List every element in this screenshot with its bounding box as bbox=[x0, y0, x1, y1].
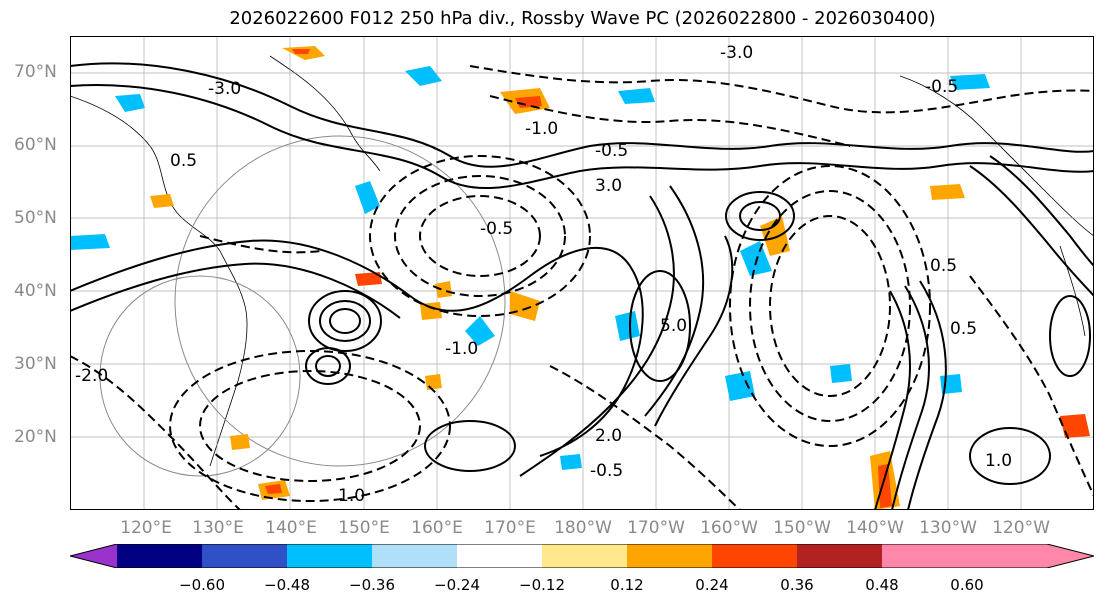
lat-label-30n: 30°N bbox=[14, 354, 57, 374]
contour-label: -0.5 bbox=[590, 461, 623, 481]
colorbar-tick-label: −0.60 bbox=[179, 576, 225, 594]
colorbar-tick-label: 0.60 bbox=[950, 576, 984, 594]
contour-label: 0.5 bbox=[170, 151, 197, 171]
contour-label: -0.5 bbox=[595, 141, 628, 161]
map-frame bbox=[70, 36, 1094, 510]
divergence-shading bbox=[70, 46, 1090, 510]
colorbar-tick-label: 0.36 bbox=[780, 576, 814, 594]
colorbar-tick-label: −0.24 bbox=[434, 576, 480, 594]
contour-label: 3.0 bbox=[595, 176, 622, 196]
colorbar-extend-max bbox=[1047, 544, 1094, 568]
range-circles bbox=[99, 135, 506, 477]
contour-label-group: -3.0 -3.0 -1.0 -0.5 -0.5 0.5 -2.0 5.0 1.… bbox=[75, 43, 1012, 506]
colorbar-extend-min bbox=[70, 544, 117, 568]
colorbar-segment bbox=[627, 544, 712, 568]
contour-label: 0.5 bbox=[930, 256, 957, 276]
colorbar-tick-label: 0.12 bbox=[610, 576, 644, 594]
contour-label: -0.5 bbox=[480, 219, 513, 239]
map-panel: -3.0 -3.0 -1.0 -0.5 -0.5 0.5 -2.0 5.0 1.… bbox=[70, 36, 1094, 510]
contour-label: 5.0 bbox=[660, 316, 687, 336]
lat-label-40n: 40°N bbox=[14, 281, 57, 301]
colorbar-segment bbox=[712, 544, 797, 568]
positive-contours bbox=[70, 62, 1094, 510]
lon-label: 170°W bbox=[627, 518, 685, 538]
colorbar-segment bbox=[967, 544, 1047, 568]
contour-label: -3.0 bbox=[720, 43, 753, 63]
lon-label: 130°W bbox=[919, 518, 977, 538]
lat-label-20n: 20°N bbox=[14, 427, 57, 447]
colorbar-tick-label: 0.48 bbox=[865, 576, 899, 594]
contour-label: -1.0 bbox=[445, 339, 478, 359]
negative-contours bbox=[70, 65, 1094, 510]
lon-label: 140°W bbox=[846, 518, 904, 538]
lon-label: 130°E bbox=[192, 518, 244, 538]
colorbar-tick-label: −0.48 bbox=[264, 576, 310, 594]
contour-label: -0.5 bbox=[925, 77, 958, 97]
contour-label: -2.0 bbox=[75, 366, 108, 386]
colorbar bbox=[70, 544, 1094, 568]
lon-label: 160°W bbox=[700, 518, 758, 538]
lon-label: 120°W bbox=[992, 518, 1050, 538]
colorbar-tick-label: 0.24 bbox=[695, 576, 729, 594]
lat-label-70n: 70°N bbox=[14, 62, 57, 82]
lon-label: 160°E bbox=[411, 518, 463, 538]
lon-label: 140°E bbox=[265, 518, 317, 538]
lon-label: 180°W bbox=[554, 518, 612, 538]
contour-label: -1.0 bbox=[525, 119, 558, 139]
lon-label: 150°W bbox=[773, 518, 831, 538]
contour-label: 0.5 bbox=[950, 319, 977, 339]
colorbar-segment bbox=[797, 544, 882, 568]
chart-title: 2026022600 F012 250 hPa div., Rossby Wav… bbox=[229, 8, 936, 29]
colorbar-segment bbox=[117, 544, 202, 568]
lon-label: 120°E bbox=[120, 518, 172, 538]
lat-label-50n: 50°N bbox=[14, 208, 57, 228]
contour-label: 2.0 bbox=[595, 426, 622, 446]
lat-label-60n: 60°N bbox=[14, 135, 57, 155]
colorbar-segment bbox=[542, 544, 627, 568]
colorbar-segment bbox=[882, 544, 967, 568]
lon-label: 150°E bbox=[338, 518, 390, 538]
contour-label: 1.0 bbox=[338, 486, 365, 506]
contour-label: 1.0 bbox=[985, 451, 1012, 471]
contour-label: -3.0 bbox=[208, 79, 241, 99]
colorbar-tick-label: −0.12 bbox=[519, 576, 565, 594]
colorbar-segment bbox=[372, 544, 457, 568]
colorbar-segment bbox=[287, 544, 372, 568]
colorbar-segment bbox=[202, 544, 287, 568]
colorbar-segment bbox=[457, 544, 542, 568]
colorbar-tick-label: −0.36 bbox=[349, 576, 395, 594]
lon-label: 170°E bbox=[484, 518, 536, 538]
